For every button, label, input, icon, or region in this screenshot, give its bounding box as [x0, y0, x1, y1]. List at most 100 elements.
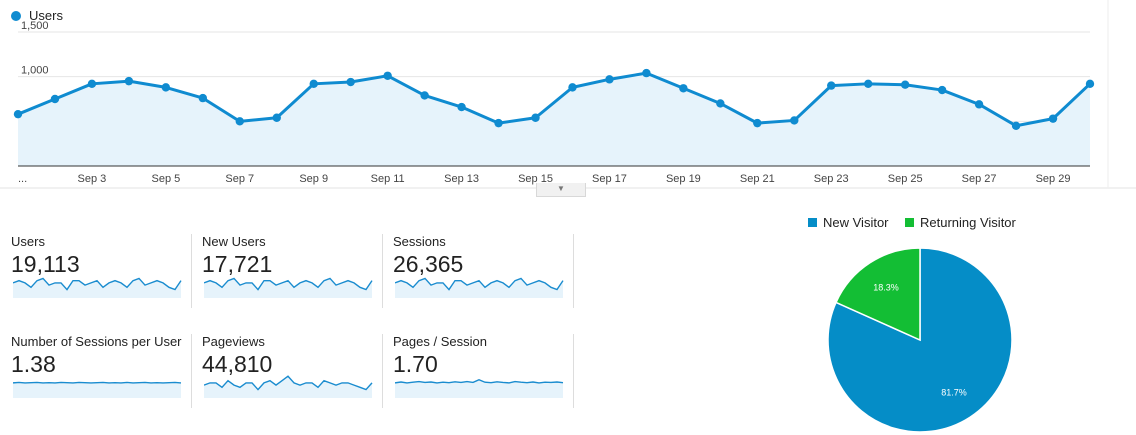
- x-tick-label: Sep 23: [814, 173, 849, 185]
- data-point[interactable]: [605, 75, 614, 84]
- metric-sessions-per-user: Number of Sessions per User 1.38: [11, 334, 191, 414]
- data-point[interactable]: [87, 79, 97, 89]
- legend-new-visitor[interactable]: New Visitor: [808, 215, 889, 230]
- x-tick-label: Sep 7: [225, 173, 254, 185]
- sparkline: [204, 277, 373, 298]
- metric-value: 44,810: [202, 351, 273, 377]
- data-point[interactable]: [679, 84, 688, 93]
- metric-label: Pageviews: [202, 334, 265, 349]
- sparkline: [395, 379, 564, 398]
- metric-value: 26,365: [393, 251, 464, 277]
- metric-value: 19,113: [11, 251, 80, 277]
- legend-marker: [11, 11, 21, 21]
- expand-chart-toggle[interactable]: ▼: [536, 183, 586, 197]
- data-point[interactable]: [346, 77, 355, 87]
- x-tick-label: Sep 27: [962, 173, 997, 185]
- legend-swatch: [905, 218, 914, 227]
- x-tick-label: Sep 11: [371, 173, 405, 185]
- sparkline: [13, 381, 182, 398]
- metric-users: Users 19,113: [11, 234, 191, 314]
- pie-slice-label: 18.3%: [873, 282, 899, 292]
- legend-returning-visitor[interactable]: Returning Visitor: [905, 215, 1016, 230]
- x-tick-label: Sep 21: [740, 173, 775, 185]
- data-point[interactable]: [13, 109, 23, 119]
- metric-pageviews: Pageviews 44,810: [202, 334, 382, 414]
- data-point[interactable]: [716, 99, 725, 108]
- data-point[interactable]: [1011, 121, 1021, 130]
- sparkline-line: [395, 277, 564, 291]
- legend-label: Returning Visitor: [920, 215, 1016, 230]
- metric-pages-per-session: Pages / Session 1.70: [393, 334, 573, 414]
- x-tick-label: Sep 19: [666, 173, 701, 185]
- legend-label: New Visitor: [823, 215, 889, 230]
- data-point[interactable]: [235, 117, 244, 126]
- series-line: [17, 71, 1092, 128]
- data-point[interactable]: [1048, 114, 1058, 123]
- metric-value: 1.70: [393, 351, 438, 377]
- x-tick-label: Sep 9: [299, 173, 328, 185]
- x-tick-label: Sep 15: [518, 173, 553, 185]
- data-point[interactable]: [198, 93, 208, 103]
- data-point[interactable]: [420, 91, 429, 100]
- data-point[interactable]: [790, 116, 799, 125]
- data-point[interactable]: [900, 80, 910, 89]
- data-point[interactable]: [161, 83, 171, 92]
- data-point[interactable]: [383, 71, 392, 80]
- data-point[interactable]: [827, 81, 836, 90]
- visitor-type-pie: New Visitor Returning Visitor 81.7% 18.3%: [800, 210, 1100, 435]
- sparkline: [204, 375, 373, 398]
- metric-label: New Users: [202, 234, 266, 249]
- data-point[interactable]: [272, 113, 281, 122]
- pie-slice[interactable]: [835, 247, 921, 342]
- sparkline-line: [13, 277, 182, 291]
- divider: [191, 334, 192, 408]
- sparkline-area: [13, 382, 181, 398]
- y-tick-label: 1,000: [21, 65, 49, 77]
- sparkline-line: [204, 277, 373, 291]
- pie-chart: 81.7% 18.3%: [827, 247, 1013, 433]
- sparkline-area: [204, 376, 372, 398]
- metric-label: Pages / Session: [393, 334, 487, 349]
- x-tick-label: Sep 25: [888, 173, 923, 185]
- data-point[interactable]: [937, 85, 947, 95]
- data-point[interactable]: [50, 94, 60, 104]
- legend-swatch: [808, 218, 817, 227]
- divider: [191, 234, 192, 308]
- y-tick-label: 1,500: [21, 20, 49, 32]
- metric-new-users: New Users 17,721: [202, 234, 382, 314]
- data-point[interactable]: [494, 118, 503, 128]
- x-tick-label: Sep 13: [444, 173, 479, 185]
- data-point[interactable]: [124, 76, 134, 86]
- divider: [573, 334, 574, 408]
- legend-label[interactable]: Users: [29, 8, 63, 23]
- divider: [573, 234, 574, 308]
- data-point[interactable]: [753, 118, 762, 128]
- sparkline: [395, 277, 564, 298]
- metric-label: Number of Sessions per User: [11, 334, 182, 349]
- metric-value: 17,721: [202, 251, 273, 277]
- x-tick-label: Sep 3: [78, 173, 107, 185]
- divider: [382, 234, 383, 308]
- pie-slice-label: 81.7%: [941, 388, 967, 398]
- sparkline-line: [204, 375, 373, 391]
- data-point[interactable]: [1085, 79, 1095, 89]
- sparkline: [13, 277, 182, 298]
- metric-label: Sessions: [393, 234, 446, 249]
- data-point[interactable]: [531, 113, 540, 122]
- caret-down-icon: ▼: [557, 184, 565, 193]
- data-point[interactable]: [309, 79, 318, 89]
- x-tick-label: Sep 29: [1036, 173, 1071, 185]
- data-point[interactable]: [864, 79, 873, 89]
- metric-value: 1.38: [11, 351, 56, 377]
- data-point[interactable]: [568, 83, 577, 92]
- x-tick-label: Sep 17: [592, 173, 627, 185]
- pie-slice[interactable]: [827, 247, 1013, 433]
- x-tick-label: ...: [18, 173, 27, 185]
- data-point[interactable]: [974, 100, 984, 109]
- sparkline-area: [395, 379, 563, 398]
- data-point[interactable]: [642, 68, 651, 78]
- metric-label: Users: [11, 234, 45, 249]
- data-point[interactable]: [457, 102, 466, 112]
- metric-sessions: Sessions 26,365: [393, 234, 573, 314]
